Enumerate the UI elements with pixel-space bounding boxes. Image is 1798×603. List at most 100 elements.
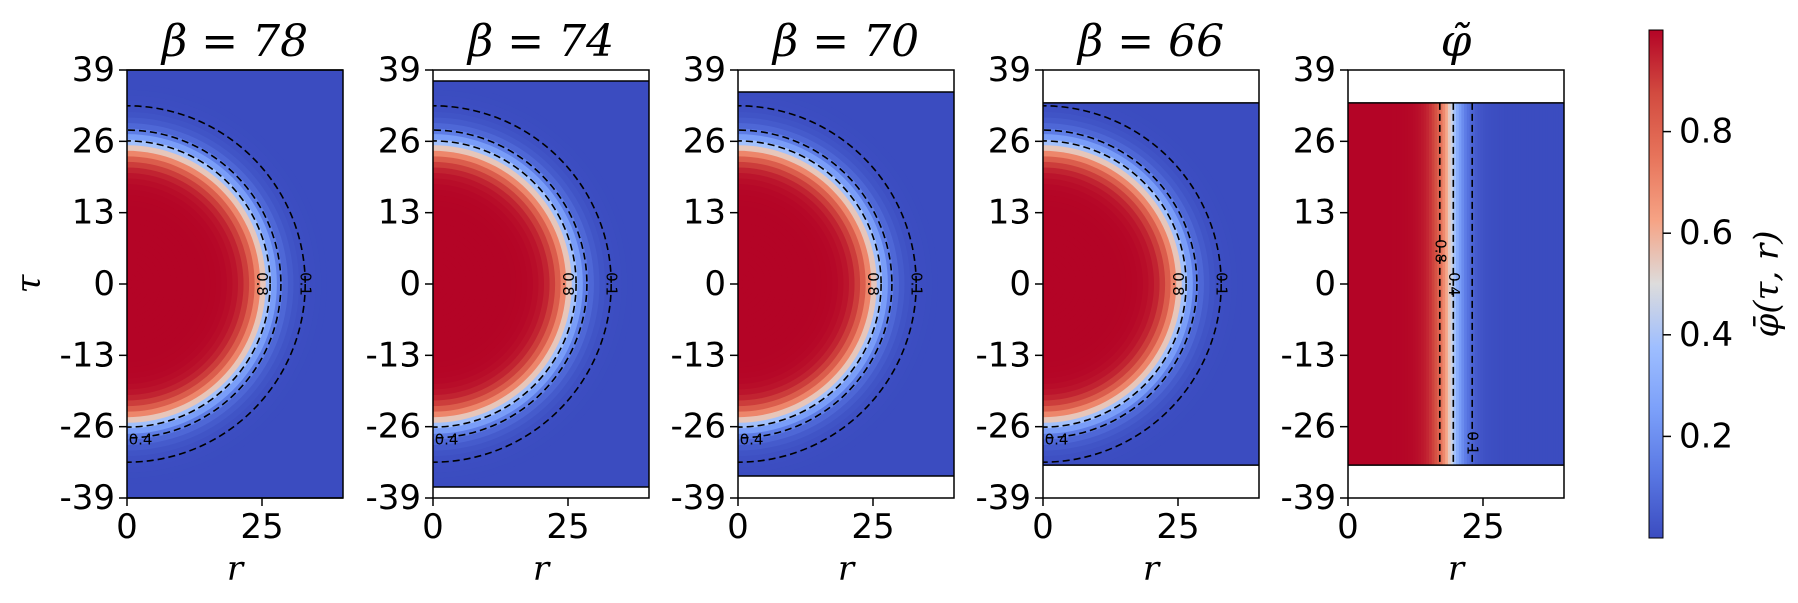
x-tick-label: 25	[240, 507, 283, 547]
x-axis-label: r	[1448, 549, 1466, 589]
contour-0.4	[1043, 129, 1198, 439]
y-tick-label: 26	[1293, 121, 1336, 161]
field-band	[1426, 102, 1430, 466]
x-tick-label: 0	[1032, 507, 1054, 547]
y-tick-label: -39	[975, 478, 1031, 518]
contour-label: 0.8	[1169, 272, 1187, 296]
field-band	[1461, 102, 1465, 466]
panel-title: β = 74	[466, 16, 614, 67]
y-tick-label: -26	[975, 407, 1031, 447]
field-band	[1555, 102, 1560, 466]
field-band	[1474, 102, 1479, 466]
field-band	[1445, 102, 1449, 466]
y-tick-label: 26	[378, 121, 421, 161]
field-band	[1488, 102, 1492, 466]
y-tick-label: 26	[988, 121, 1031, 161]
field-band	[1415, 102, 1419, 466]
contour-0.4	[738, 129, 893, 439]
x-tick-label: 0	[1337, 507, 1359, 547]
field-band	[1539, 102, 1543, 466]
y-tick-label: 13	[378, 193, 421, 233]
field-band	[1520, 102, 1525, 466]
x-axis-label: r	[227, 549, 245, 589]
y-tick-label: 0	[704, 264, 726, 304]
y-tick-label: 13	[1293, 193, 1336, 233]
field-band	[1375, 102, 1379, 466]
field-band	[1385, 102, 1390, 466]
y-tick-label: -39	[365, 478, 421, 518]
field-band	[1442, 102, 1446, 466]
field-band	[1439, 102, 1444, 466]
field-band	[1388, 102, 1392, 466]
field-band	[1372, 102, 1376, 466]
contour-label: 0.1	[297, 272, 315, 296]
field-band	[1350, 102, 1354, 466]
x-tick-label: 25	[546, 507, 589, 547]
field-band	[1410, 102, 1414, 466]
field-heatmap	[433, 80, 649, 488]
field-heatmap	[738, 91, 954, 477]
field-band	[1391, 102, 1395, 466]
y-tick-label: -26	[1280, 407, 1336, 447]
panel-title: β = 70	[771, 16, 919, 67]
field-band	[1534, 102, 1538, 466]
field-band	[1377, 102, 1381, 466]
panel-title: β = 66	[1076, 16, 1224, 67]
colorbar-ticks: 0.2 0.4 0.6 0.8	[1663, 112, 1733, 456]
field-band	[1393, 102, 1398, 466]
field-band	[1404, 102, 1408, 466]
field-band	[1542, 102, 1546, 466]
field-band	[1348, 102, 1352, 466]
colorbar-label: φ̄(τ, r)	[1747, 230, 1787, 337]
field-band	[1364, 102, 1368, 466]
field-band	[1458, 102, 1462, 466]
field-band	[1485, 102, 1489, 466]
field-band	[1507, 102, 1511, 466]
field-band	[1558, 102, 1562, 466]
y-tick-label: -13	[975, 335, 1031, 375]
field-band	[1407, 102, 1411, 466]
contour-label: 0.1	[908, 272, 926, 296]
y-axis-label: τ	[9, 273, 49, 293]
colorbar-tick-label: 0.2	[1679, 416, 1733, 456]
contour-0.4	[433, 129, 588, 439]
x-tick-label: 0	[727, 507, 749, 547]
field-band	[1547, 102, 1552, 466]
field-band	[1537, 102, 1541, 466]
y-tick-label: 0	[93, 264, 115, 304]
field-band	[1531, 102, 1535, 466]
field-band	[1515, 102, 1519, 466]
field-heatmap	[1348, 102, 1564, 466]
y-tick-label: 0	[1314, 264, 1336, 304]
field-band	[433, 278, 439, 290]
field-band	[1412, 102, 1417, 466]
contour-0.4	[127, 129, 282, 439]
field-band	[1504, 102, 1508, 466]
contour-label: 0.4	[1445, 272, 1463, 296]
field-band	[1366, 102, 1371, 466]
field-band	[1483, 102, 1487, 466]
field-band	[1456, 102, 1460, 466]
field-band	[1480, 102, 1484, 466]
field-band	[1361, 102, 1365, 466]
field-band	[1545, 102, 1549, 466]
y-tick-label: 39	[1293, 50, 1336, 90]
field-band	[1453, 102, 1457, 466]
field-band	[1353, 102, 1357, 466]
panel-title: φ̃	[1441, 16, 1472, 67]
field-band	[127, 278, 133, 290]
field-band	[1501, 102, 1506, 466]
field-band	[1477, 102, 1481, 466]
field-band	[1510, 102, 1514, 466]
colorbar: 0.2 0.4 0.6 0.8 φ̄(τ, r)	[1648, 29, 1787, 539]
y-tick-label: 26	[72, 121, 115, 161]
contour-label: 0.4	[740, 430, 764, 448]
field-band	[1526, 102, 1530, 466]
field-band	[1420, 102, 1425, 466]
contour-label: 0.8	[253, 272, 271, 296]
